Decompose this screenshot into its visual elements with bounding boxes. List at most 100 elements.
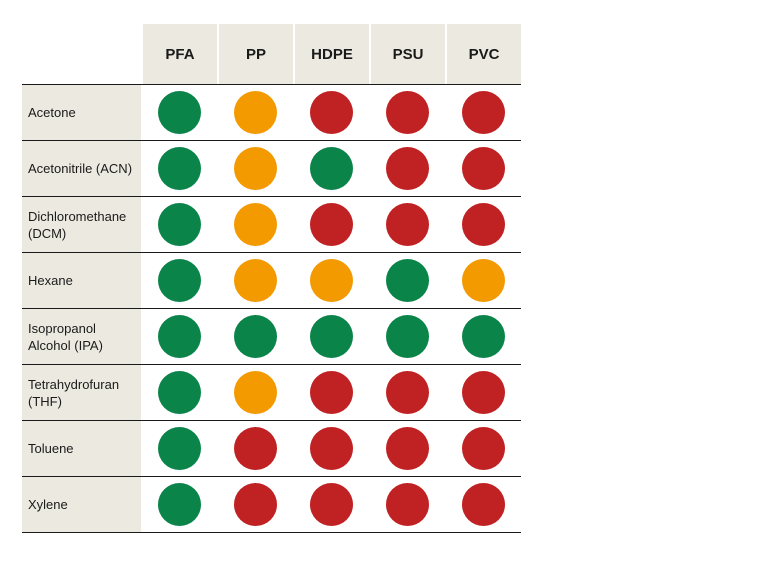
rating-dot-green xyxy=(385,259,429,302)
rating-dot-red xyxy=(385,427,429,470)
rating-dot-red xyxy=(461,91,505,134)
rating-dot-red xyxy=(309,203,353,246)
rating-dot-green xyxy=(309,147,353,190)
rating-cell xyxy=(217,85,293,140)
rating-cell xyxy=(217,365,293,420)
rating-dot-red xyxy=(385,483,429,526)
column-header-hdpe: HDPE xyxy=(293,24,369,84)
compatibility-table: PFA PP HDPE PSU PVC Acetone Acetonitrile … xyxy=(22,24,521,533)
row-label: Tetrahydrofuran (THF) xyxy=(22,365,141,420)
rating-dot-red xyxy=(309,371,353,414)
rating-dot-green xyxy=(157,315,201,358)
rating-cell xyxy=(293,477,369,532)
column-header-pp: PP xyxy=(217,24,293,84)
rating-dot-green xyxy=(157,371,201,414)
rating-cell xyxy=(369,477,445,532)
rating-cell xyxy=(293,141,369,196)
rating-cell xyxy=(369,197,445,252)
row-label: Xylene xyxy=(22,477,141,532)
rating-cell xyxy=(445,421,521,476)
rating-dot-red xyxy=(461,483,505,526)
rating-cell xyxy=(293,197,369,252)
table-row: Acetonitrile (ACN) xyxy=(22,140,521,196)
rating-dot-orange xyxy=(233,91,277,134)
rating-cell xyxy=(369,309,445,364)
rating-dot-green xyxy=(233,315,277,358)
rating-dot-green xyxy=(385,315,429,358)
rating-cell xyxy=(445,309,521,364)
row-label: Toluene xyxy=(22,421,141,476)
rating-cell xyxy=(445,141,521,196)
rating-cell xyxy=(141,197,217,252)
table-header-row: PFA PP HDPE PSU PVC xyxy=(22,24,521,84)
table-row: Hexane xyxy=(22,252,521,308)
rating-dot-red xyxy=(309,483,353,526)
rating-dot-green xyxy=(157,203,201,246)
rating-dot-red xyxy=(461,147,505,190)
row-label: Dichloromethane (DCM) xyxy=(22,197,141,252)
rating-cell xyxy=(293,85,369,140)
rating-dot-green xyxy=(461,315,505,358)
rating-dot-green xyxy=(157,427,201,470)
rating-dot-red xyxy=(233,427,277,470)
row-label: Isopropanol Alcohol (IPA) xyxy=(22,309,141,364)
rating-dot-orange xyxy=(309,259,353,302)
rating-dot-red xyxy=(461,371,505,414)
rating-cell xyxy=(445,85,521,140)
rating-cell xyxy=(445,477,521,532)
rating-dot-red xyxy=(233,483,277,526)
rating-dot-orange xyxy=(233,371,277,414)
rating-dot-orange xyxy=(233,203,277,246)
rating-cell xyxy=(293,309,369,364)
rating-cell xyxy=(141,421,217,476)
rating-cell xyxy=(293,365,369,420)
rating-dot-green xyxy=(157,483,201,526)
rating-dot-red xyxy=(309,427,353,470)
column-header-pfa: PFA xyxy=(141,24,217,84)
rating-dot-orange xyxy=(233,147,277,190)
rating-cell xyxy=(369,365,445,420)
table-row: Acetone xyxy=(22,84,521,140)
rating-dot-green xyxy=(157,91,201,134)
table-row: Tetrahydrofuran (THF) xyxy=(22,364,521,420)
rating-cell xyxy=(369,85,445,140)
row-label: Acetone xyxy=(22,85,141,140)
row-label: Acetonitrile (ACN) xyxy=(22,141,141,196)
rating-cell xyxy=(217,309,293,364)
rating-dot-red xyxy=(309,91,353,134)
rating-cell xyxy=(141,309,217,364)
rating-cell xyxy=(445,197,521,252)
rating-cell xyxy=(369,253,445,308)
table-row: Xylene xyxy=(22,476,521,533)
rating-dot-green xyxy=(309,315,353,358)
table-body: Acetone Acetonitrile (ACN) Dichloromethane… xyxy=(22,84,521,533)
table-row: Dichloromethane (DCM) xyxy=(22,196,521,252)
rating-cell xyxy=(293,421,369,476)
rating-cell xyxy=(217,141,293,196)
rating-cell xyxy=(217,477,293,532)
rating-cell xyxy=(217,421,293,476)
rating-dot-red xyxy=(385,147,429,190)
rating-cell xyxy=(217,197,293,252)
rating-cell xyxy=(141,477,217,532)
table-row: Toluene xyxy=(22,420,521,476)
rating-dot-red xyxy=(385,203,429,246)
column-header-psu: PSU xyxy=(369,24,445,84)
rating-cell xyxy=(217,253,293,308)
rating-dot-orange xyxy=(233,259,277,302)
rating-cell xyxy=(369,141,445,196)
rating-cell xyxy=(141,141,217,196)
rating-cell xyxy=(141,365,217,420)
rating-dot-red xyxy=(461,427,505,470)
row-label: Hexane xyxy=(22,253,141,308)
rating-dot-red xyxy=(461,203,505,246)
rating-dot-red xyxy=(385,91,429,134)
column-header-pvc: PVC xyxy=(445,24,521,84)
rating-cell xyxy=(369,421,445,476)
rating-cell xyxy=(141,85,217,140)
rating-cell xyxy=(141,253,217,308)
rating-dot-orange xyxy=(461,259,505,302)
rating-cell xyxy=(445,365,521,420)
table-row: Isopropanol Alcohol (IPA) xyxy=(22,308,521,364)
rating-cell xyxy=(293,253,369,308)
